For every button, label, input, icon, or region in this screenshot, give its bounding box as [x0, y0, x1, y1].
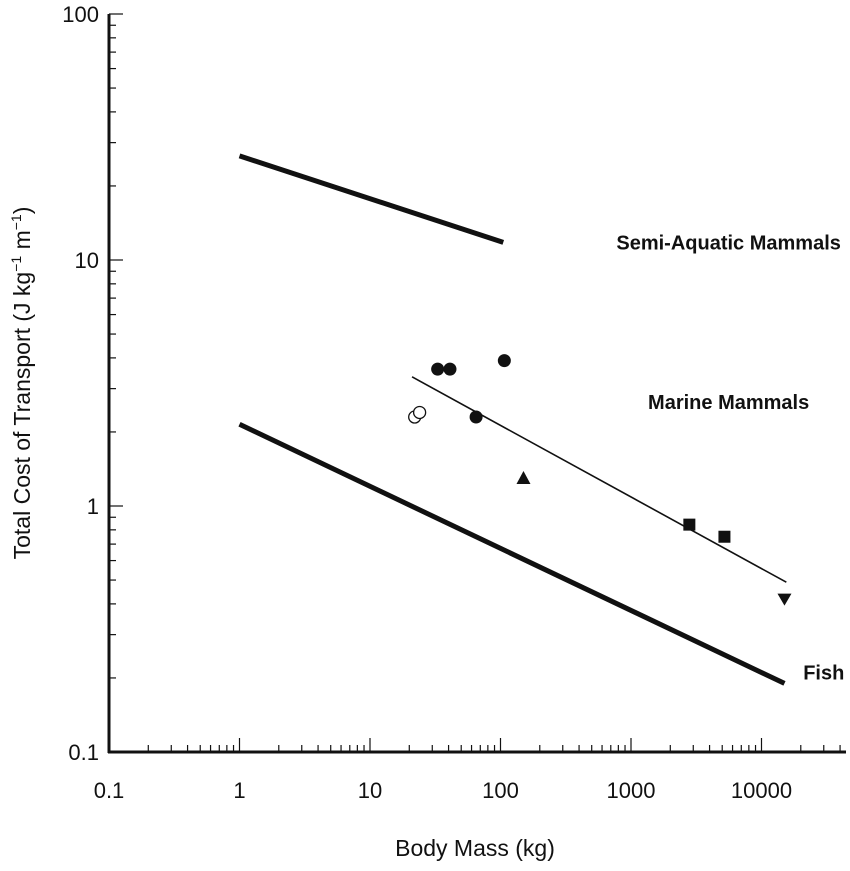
filled-circle-point — [443, 362, 457, 376]
triangle-down-point — [777, 593, 792, 606]
x-tick-label: 10000 — [731, 778, 792, 803]
x-tick-label: 10 — [358, 778, 382, 803]
y-axis-title-mid: m — [9, 230, 35, 256]
y-tick-label: 10 — [75, 248, 99, 273]
data-points — [408, 354, 792, 606]
y-tick-label: 0.1 — [68, 740, 99, 765]
semi-aquatic-mammals-label: Semi-Aquatic Mammals — [616, 232, 841, 254]
y-axis-title-close: ) — [9, 207, 35, 215]
y-axis-title: Total Cost of Transport (J kg−1 m−1) — [8, 207, 35, 560]
axis-ticks — [108, 13, 841, 753]
x-tick-label: 100 — [482, 778, 519, 803]
filled-square-point — [718, 530, 731, 543]
y-tick-label: 1 — [87, 494, 99, 519]
filled-square-point — [683, 518, 696, 531]
x-tick-label: 1000 — [607, 778, 656, 803]
y-tick-label: 100 — [62, 2, 99, 27]
open-circle-point — [412, 405, 427, 420]
y-axis-title-exp1: −1 — [8, 256, 24, 272]
annotations: Semi-Aquatic Mammals Marine Mammals Fish — [616, 232, 844, 684]
x-tick-label: 0.1 — [94, 778, 125, 803]
fish-label: Fish — [803, 663, 844, 685]
x-axis-title: Body Mass (kg) — [395, 835, 555, 861]
semi-aquatic-mammals-line — [238, 153, 505, 245]
x-tick-label: 1 — [233, 778, 245, 803]
marine-mammals-label: Marine Mammals — [648, 392, 809, 414]
y-axis-title-exp2: −1 — [8, 214, 24, 230]
filled-circle-point — [469, 410, 483, 424]
fish-line — [238, 421, 786, 686]
tick-labels: 0.1 1 10 100 1000 10000 0.1 1 10 100 — [62, 2, 792, 803]
y-axis-title-main: Total Cost of Transport (J kg — [9, 272, 35, 560]
triangle-up-point — [516, 470, 531, 484]
filled-circle-point — [497, 354, 511, 368]
axes — [107, 14, 846, 754]
filled-circle-point — [431, 362, 445, 376]
